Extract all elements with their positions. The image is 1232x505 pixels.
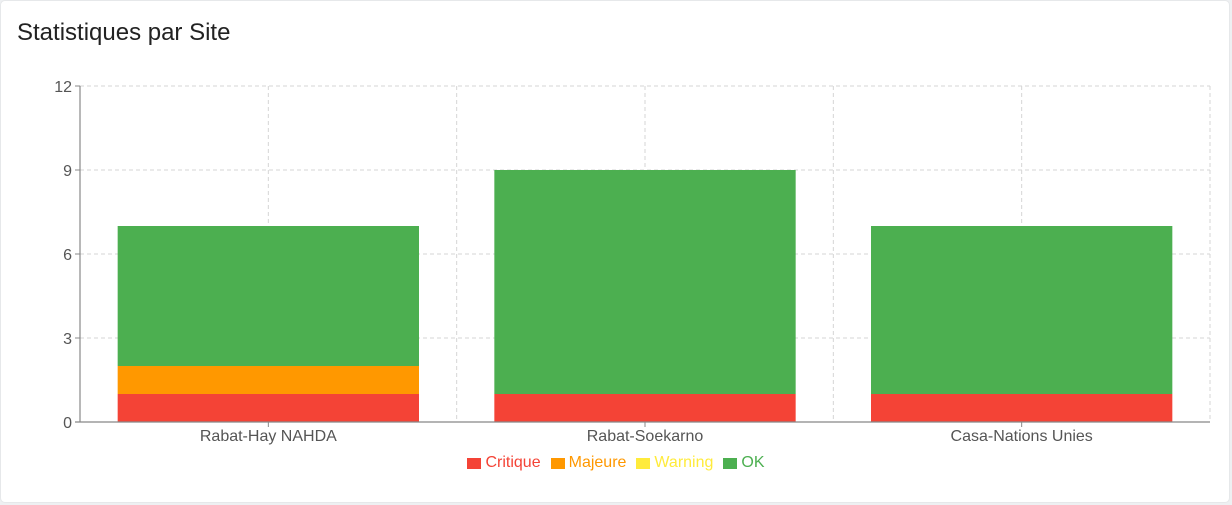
legend-label: Critique xyxy=(485,454,541,471)
bar-segment[interactable] xyxy=(871,226,1173,394)
y-tick-label: 12 xyxy=(54,79,72,96)
x-tick-label: Casa-Nations Unies xyxy=(951,428,1093,445)
bar-segment[interactable] xyxy=(871,394,1173,422)
bar-segment[interactable] xyxy=(117,366,420,394)
legend-label: Warning xyxy=(654,454,714,471)
legend-swatch xyxy=(636,457,651,469)
y-tick-label: 3 xyxy=(63,331,72,348)
bar-segment[interactable] xyxy=(494,394,796,422)
legend-item[interactable]: Warning xyxy=(636,454,713,472)
legend-swatch xyxy=(723,457,738,469)
x-tick-label: Rabat-Soekarno xyxy=(587,428,704,445)
legend-item[interactable]: Critique xyxy=(467,454,541,472)
bar-segment[interactable] xyxy=(117,226,420,366)
y-tick-label: 9 xyxy=(63,163,72,180)
legend-swatch xyxy=(467,457,482,469)
y-tick-label: 6 xyxy=(63,247,72,264)
legend-label: Majeure xyxy=(568,454,627,471)
legend-item[interactable]: OK xyxy=(723,454,765,472)
bar-segment[interactable] xyxy=(494,170,796,394)
bar-segment[interactable] xyxy=(117,394,420,422)
y-tick-label: 0 xyxy=(63,415,72,432)
legend-item[interactable]: Majeure xyxy=(550,454,627,472)
legend-label: OK xyxy=(741,454,765,471)
card-title: Statistiques par Site xyxy=(17,19,231,46)
chart-legend: Critique Majeure Warning OK xyxy=(0,454,1232,472)
x-tick-label: Rabat-Hay NAHDA xyxy=(200,428,337,445)
legend-swatch xyxy=(550,457,565,469)
